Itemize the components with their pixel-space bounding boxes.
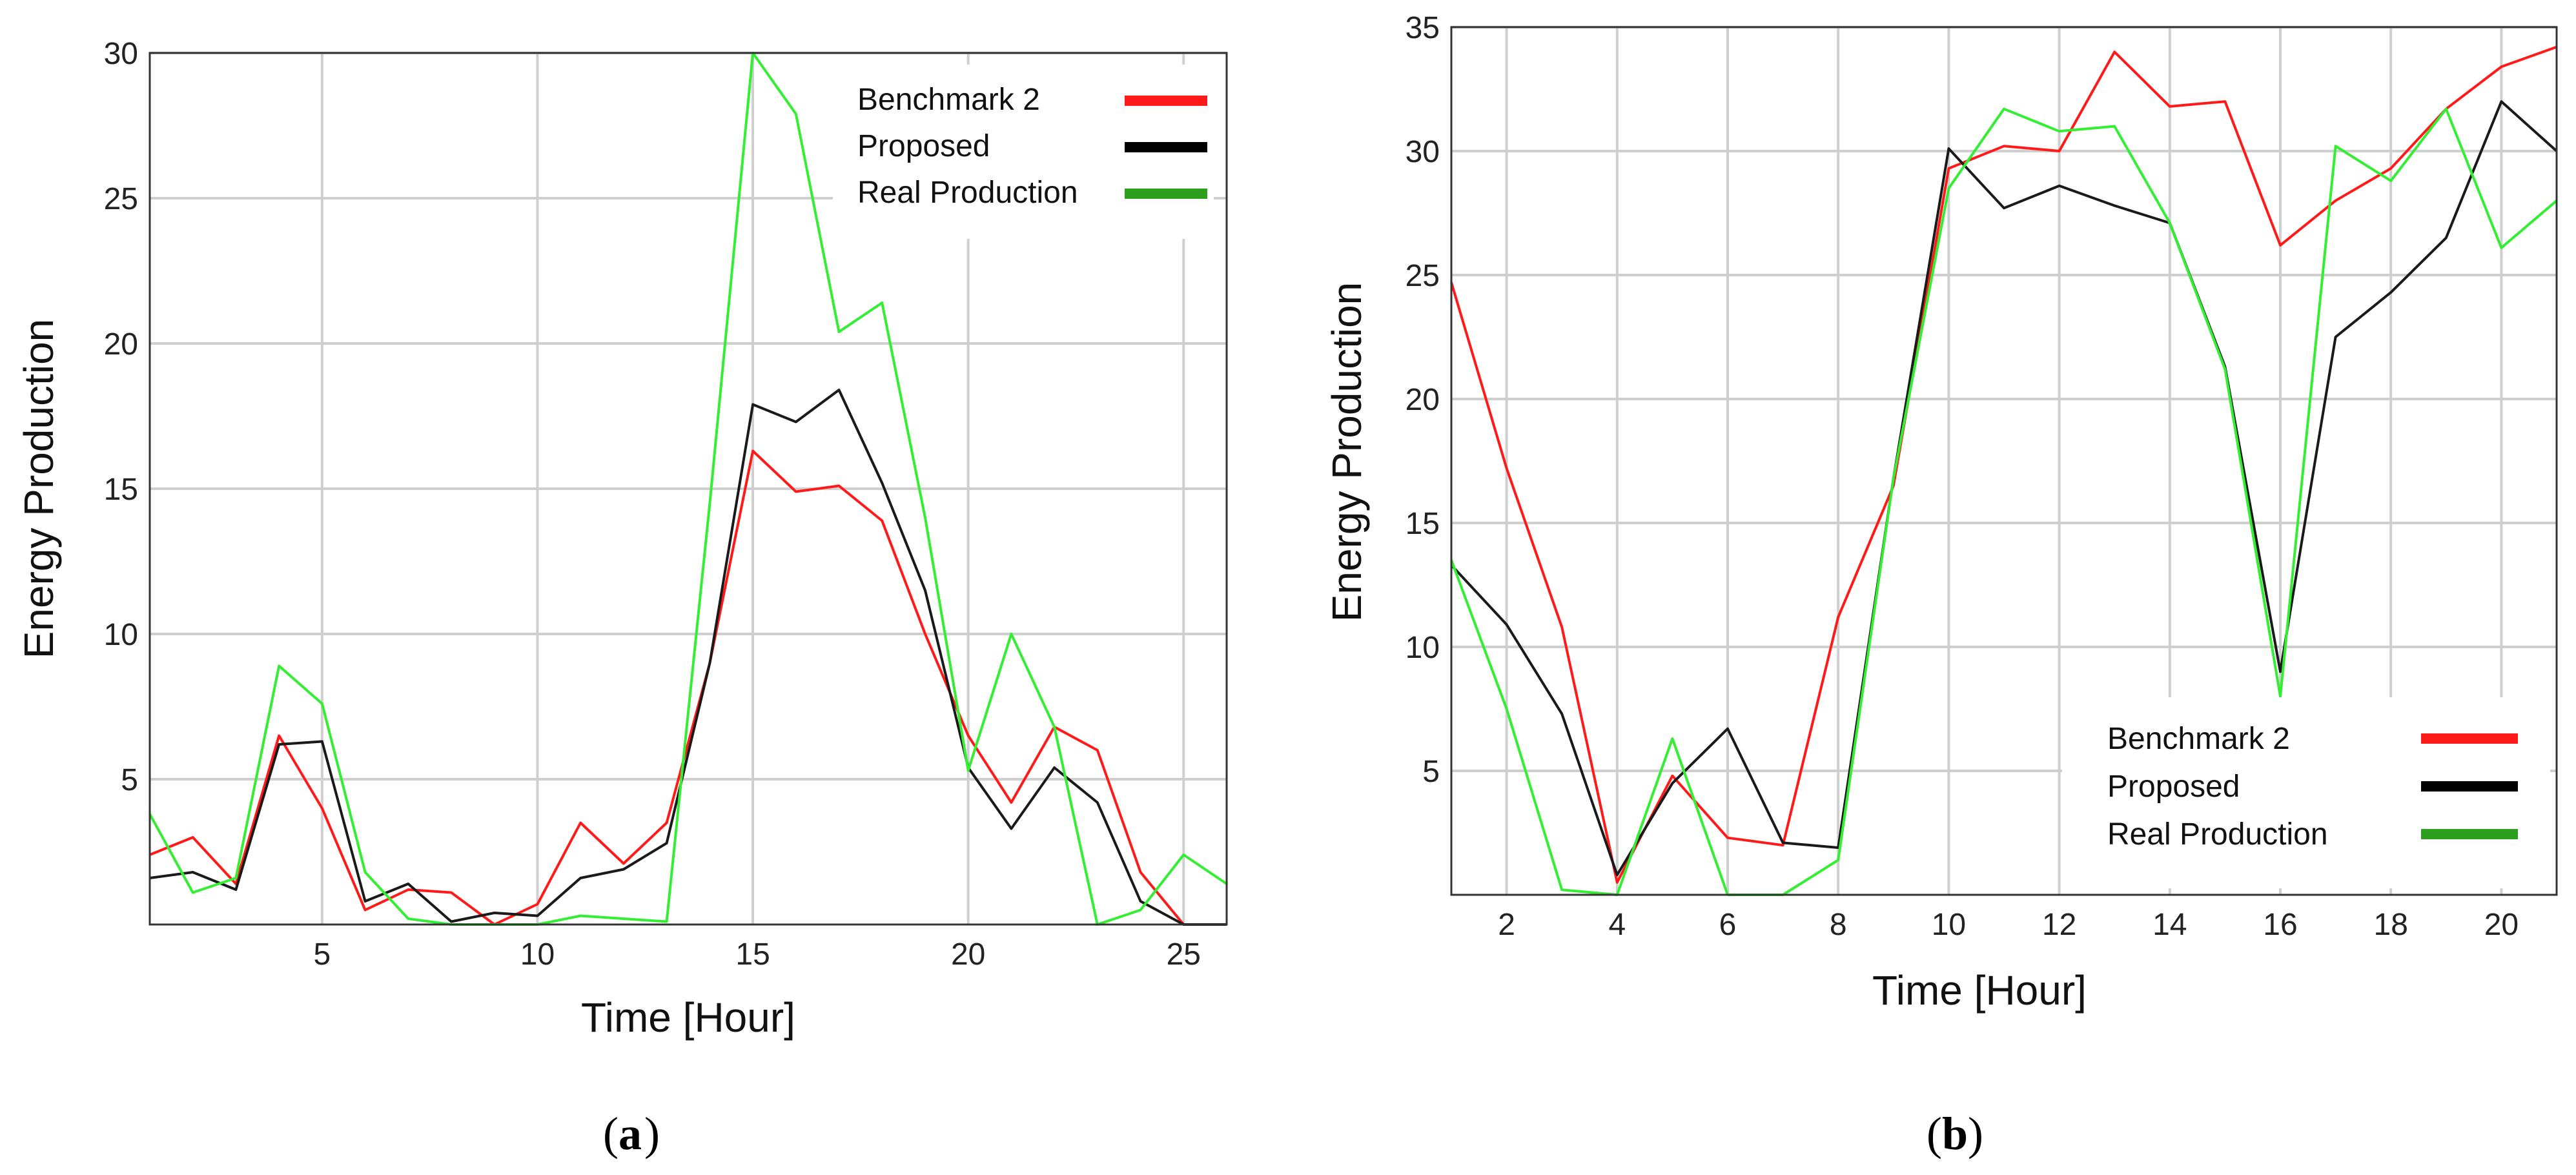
y-tick-label: 5 <box>121 763 138 797</box>
x-tick-label: 20 <box>951 937 985 972</box>
y-tick-label: 35 <box>1406 11 1440 45</box>
x-axis-label-a: Time [Hour] <box>581 994 795 1041</box>
x-tick-label: 8 <box>1830 908 1847 942</box>
legend-label-proposed-b: Proposed <box>2107 770 2240 804</box>
x-tick-label: 16 <box>2263 908 2297 942</box>
x-tick-label: 2 <box>1498 908 1515 942</box>
chart-panel-b: 2 4 6 8 10 12 14 16 18 20 5 10 15 20 25 30 35 Time [Hour… <box>1324 11 2558 1160</box>
series-line-real-production-a <box>148 52 1228 926</box>
y-tick-label: 25 <box>1406 259 1440 293</box>
x-tick-label: 10 <box>520 937 555 972</box>
x-tick-label: 6 <box>1719 908 1737 942</box>
caption-letter-a: a <box>618 1108 642 1160</box>
series-group-b <box>1450 45 2558 896</box>
x-tick-label: 10 <box>1932 908 1966 942</box>
series-line-benchmark-2-a <box>149 449 1227 926</box>
legend-label-real-production-a: Real Production <box>857 176 1078 210</box>
svg-text:): ) <box>1968 1108 1983 1160</box>
x-tick-label: 25 <box>1167 937 1201 972</box>
legend-box-b <box>2062 697 2550 888</box>
chart-panel-a: 5 10 15 20 25 5 10 15 20 25 30 Time [Hour] Energy … <box>15 37 1228 1160</box>
y-tick-label: 15 <box>104 473 138 507</box>
series-line-real-production-b <box>1450 107 2558 896</box>
y-axis-label-a: Energy Production <box>15 319 62 659</box>
plot-frame-a <box>148 52 1228 926</box>
plot-frame-b <box>1450 26 2558 896</box>
ticks-a: 5 10 15 20 25 5 10 15 20 25 30 <box>104 37 1201 972</box>
series-line-proposed-a <box>149 389 1227 926</box>
y-tick-label: 30 <box>104 37 138 71</box>
caption-b: ( b ) <box>1927 1108 1983 1160</box>
svg-text:(: ( <box>603 1108 618 1160</box>
x-tick-label: 15 <box>735 937 770 972</box>
y-axis-label-b: Energy Production <box>1324 282 1370 622</box>
svg-text:(: ( <box>1927 1108 1942 1160</box>
y-tick-label: 20 <box>1406 383 1440 417</box>
y-tick-label: 25 <box>104 182 138 216</box>
y-tick-label: 10 <box>104 618 138 652</box>
x-tick-label: 4 <box>1608 908 1626 942</box>
caption-a: ( a ) <box>603 1108 660 1160</box>
x-tick-label: 20 <box>2484 908 2519 942</box>
series-group-a <box>148 52 1228 926</box>
x-tick-label: 5 <box>314 937 331 972</box>
legend-label-proposed-a: Proposed <box>857 129 990 163</box>
caption-letter-b: b <box>1942 1108 1968 1160</box>
y-tick-label: 10 <box>1406 631 1440 665</box>
legend-label-benchmark2-a: Benchmark 2 <box>857 83 1040 117</box>
svg-text:): ) <box>644 1108 660 1160</box>
y-tick-label: 5 <box>1422 755 1440 789</box>
legend-a: Benchmark 2 Proposed Real Production <box>833 65 1214 239</box>
y-tick-label: 20 <box>104 327 138 362</box>
x-axis-label-b: Time [Hour] <box>1872 967 2087 1014</box>
ticks-b: 2 4 6 8 10 12 14 16 18 20 5 10 15 20 25 30 35 <box>1406 11 2519 942</box>
x-tick-label: 14 <box>2152 908 2187 942</box>
x-tick-label: 12 <box>2042 908 2076 942</box>
legend-label-real-production-b: Real Production <box>2107 817 2328 852</box>
legend-label-benchmark2-b: Benchmark 2 <box>2107 722 2290 756</box>
x-tick-label: 18 <box>2374 908 2408 942</box>
legend-b: Benchmark 2 Proposed Real Production <box>2062 697 2550 888</box>
y-tick-label: 15 <box>1406 507 1440 541</box>
y-tick-label: 30 <box>1406 135 1440 169</box>
